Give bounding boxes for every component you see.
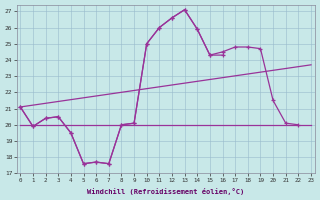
X-axis label: Windchill (Refroidissement éolien,°C): Windchill (Refroidissement éolien,°C) [87,188,244,195]
